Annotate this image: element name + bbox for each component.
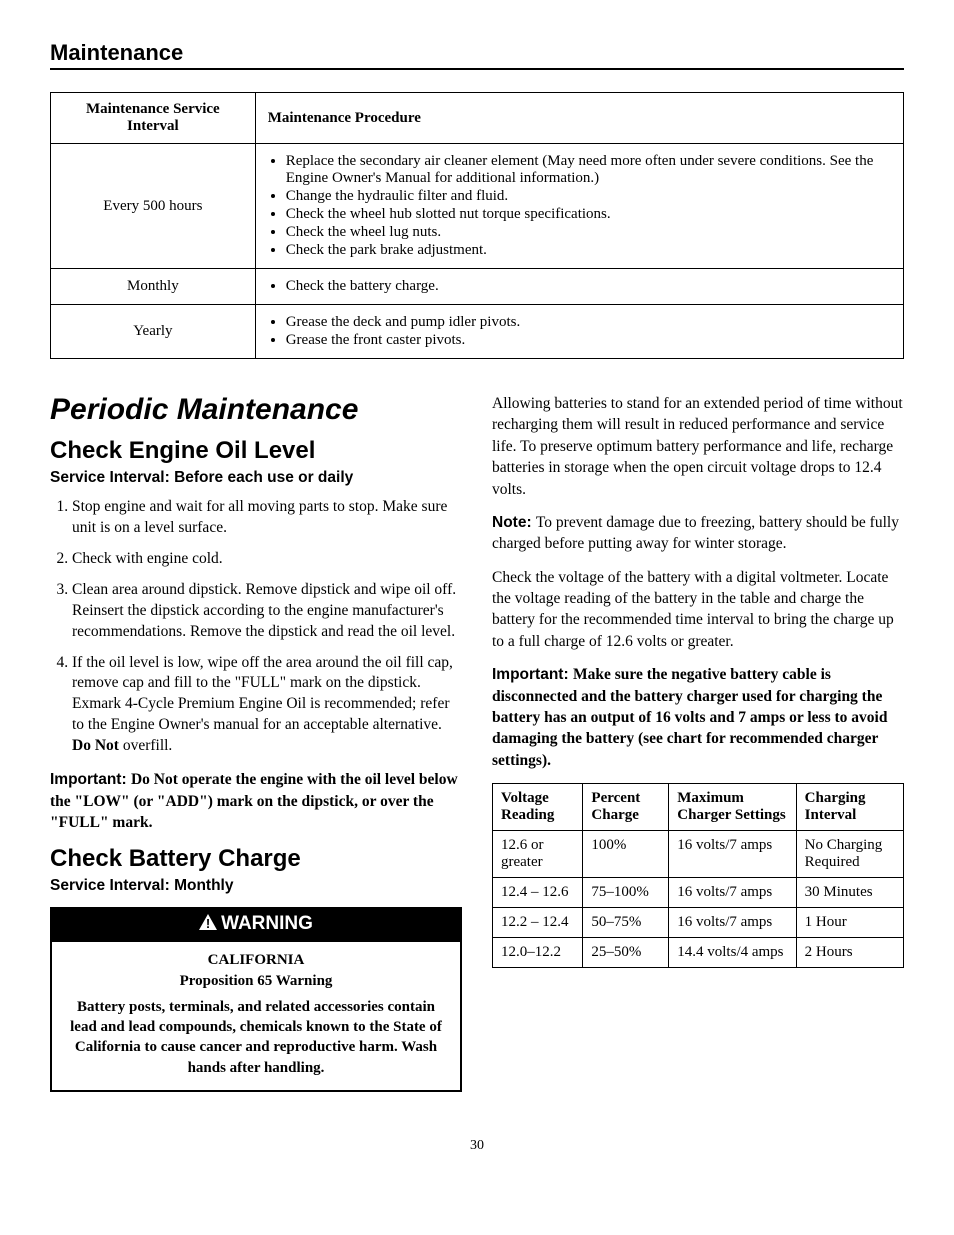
list-item: Replace the secondary air cleaner elemen…: [286, 153, 891, 187]
table-cell: 14.4 volts/4 amps: [669, 938, 796, 968]
warning-box: ! WARNING CALIFORNIA Proposition 65 Warn…: [50, 907, 462, 1092]
list-item: If the oil level is low, wipe off the ar…: [72, 653, 462, 758]
oil-service-interval: Service Interval: Before each use or dai…: [50, 469, 462, 487]
page-header: Maintenance: [50, 40, 904, 70]
battery-para1: Allowing batteries to stand for an exten…: [492, 393, 904, 500]
list-item: Grease the deck and pump idler pivots.: [286, 314, 891, 331]
battery-important: Important: Make sure the negative batter…: [492, 664, 904, 771]
step-text: overfill.: [119, 737, 172, 754]
prop65-text: Battery posts, terminals, and related ac…: [68, 997, 444, 1078]
step-bold: Do Not: [72, 737, 119, 754]
table-cell: 16 volts/7 amps: [669, 831, 796, 878]
list-item: Change the hydraulic filter and fluid.: [286, 188, 891, 205]
table-cell: 12.2 – 12.4: [493, 908, 583, 938]
table-header: Percent Charge: [583, 784, 669, 831]
prop65-line1: CALIFORNIA: [208, 952, 305, 968]
important-label: Important:: [50, 771, 131, 788]
table-cell: 16 volts/7 amps: [669, 908, 796, 938]
table-cell-interval: Monthly: [51, 269, 256, 305]
prop65-line2: Proposition 65 Warning: [180, 973, 333, 989]
table-header: Maintenance Procedure: [255, 93, 903, 144]
table-cell: 25–50%: [583, 938, 669, 968]
maintenance-interval-table: Maintenance Service Interval Maintenance…: [50, 92, 904, 359]
battery-note: Note: To prevent damage due to freezing,…: [492, 512, 904, 555]
table-cell-interval: Yearly: [51, 305, 256, 359]
table-cell: 16 volts/7 amps: [669, 878, 796, 908]
table-cell: 12.6 or greater: [493, 831, 583, 878]
table-header: Charging Interval: [796, 784, 903, 831]
list-item: Check the wheel lug nuts.: [286, 224, 891, 241]
table-cell: 75–100%: [583, 878, 669, 908]
battery-charge-table: Voltage Reading Percent Charge Maximum C…: [492, 783, 904, 968]
table-cell: 1 Hour: [796, 908, 903, 938]
table-header: Voltage Reading: [493, 784, 583, 831]
table-cell-interval: Every 500 hours: [51, 144, 256, 269]
list-item: Check the battery charge.: [286, 278, 891, 295]
table-cell: 12.0–12.2: [493, 938, 583, 968]
table-cell-procedure: Check the battery charge.: [255, 269, 903, 305]
table-cell: 2 Hours: [796, 938, 903, 968]
list-item: Clean area around dipstick. Remove dipst…: [72, 580, 462, 643]
periodic-maintenance-title: Periodic Maintenance: [50, 393, 462, 427]
table-cell: 100%: [583, 831, 669, 878]
table-cell-procedure: Replace the secondary air cleaner elemen…: [255, 144, 903, 269]
list-item: Stop engine and wait for all moving part…: [72, 497, 462, 539]
check-oil-title: Check Engine Oil Level: [50, 437, 462, 465]
table-cell: No Charging Required: [796, 831, 903, 878]
oil-steps-list: Stop engine and wait for all moving part…: [50, 497, 462, 757]
note-label: Note:: [492, 514, 536, 531]
warning-header: ! WARNING: [52, 909, 460, 942]
prop65-heading: CALIFORNIA Proposition 65 Warning: [68, 950, 444, 991]
oil-important-note: Important: Do Not operate the engine wit…: [50, 769, 462, 833]
list-item: Check the park brake adjustment.: [286, 242, 891, 259]
table-header: Maximum Charger Settings: [669, 784, 796, 831]
table-cell: 50–75%: [583, 908, 669, 938]
right-column: Allowing batteries to stand for an exten…: [492, 385, 904, 1092]
page-number: 30: [50, 1138, 904, 1154]
warning-body: CALIFORNIA Proposition 65 Warning Batter…: [52, 942, 460, 1090]
note-text: To prevent damage due to freezing, batte…: [492, 514, 899, 552]
list-item: Check the wheel hub slotted nut torque s…: [286, 206, 891, 223]
svg-text:!: !: [206, 916, 210, 930]
battery-service-interval: Service Interval: Monthly: [50, 877, 462, 895]
warning-triangle-icon: !: [199, 914, 217, 936]
list-item: Grease the front caster pivots.: [286, 332, 891, 349]
step-text: If the oil level is low, wipe off the ar…: [72, 654, 453, 734]
battery-para2: Check the voltage of the battery with a …: [492, 567, 904, 653]
table-cell: 30 Minutes: [796, 878, 903, 908]
table-cell: 12.4 – 12.6: [493, 878, 583, 908]
left-column: Periodic Maintenance Check Engine Oil Le…: [50, 385, 462, 1092]
warning-label: WARNING: [221, 913, 313, 934]
check-battery-title: Check Battery Charge: [50, 845, 462, 873]
table-cell-procedure: Grease the deck and pump idler pivots.Gr…: [255, 305, 903, 359]
list-item: Check with engine cold.: [72, 549, 462, 570]
important-label: Important:: [492, 666, 573, 683]
table-header: Maintenance Service Interval: [51, 93, 256, 144]
